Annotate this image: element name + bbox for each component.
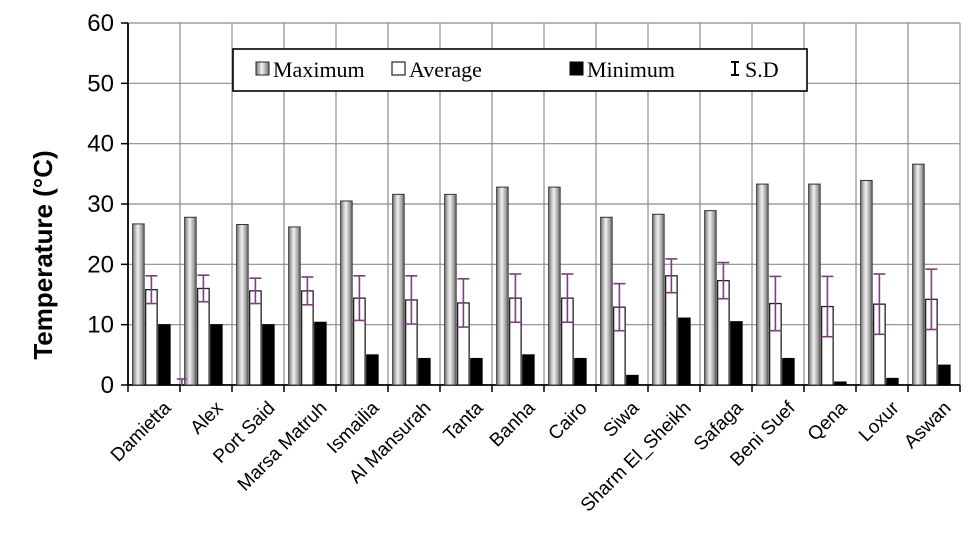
maximum-bar <box>444 193 457 386</box>
minimum-bar <box>886 377 899 386</box>
sd-error-bar <box>873 273 886 336</box>
legend-minimum-swatch <box>569 61 584 76</box>
error-bars-layer <box>145 258 938 385</box>
y-tick-label: 10 <box>87 312 114 339</box>
sd-error-bar <box>821 275 834 338</box>
legend-label: Average <box>409 57 482 82</box>
sd-error-bar <box>509 273 522 324</box>
maximum-bar <box>392 193 405 386</box>
minimum-bar <box>262 324 275 386</box>
x-category-label: Tanta <box>440 397 488 445</box>
legend-sd-symbol <box>731 61 739 76</box>
maximum-bar <box>652 213 665 386</box>
maximum-bar <box>808 183 821 386</box>
minimum-bar <box>626 374 639 386</box>
average-bar <box>248 290 262 386</box>
x-category-label: Damietta <box>107 397 176 466</box>
y-tick-label: 20 <box>87 251 114 278</box>
x-category-label: Siwa <box>600 397 644 441</box>
x-category-label: Aswan <box>900 398 955 453</box>
sd-error-bar <box>613 282 626 332</box>
y-tick-label: 30 <box>87 191 114 218</box>
minimum-bar <box>730 321 743 386</box>
minimum-bar <box>834 381 847 386</box>
maximum-bar <box>912 163 925 386</box>
sd-error-bar <box>301 276 314 306</box>
minimum-bar <box>314 321 327 386</box>
y-tick-label: 0 <box>101 372 114 399</box>
legend-maximum-swatch <box>255 61 270 76</box>
x-category-label: Cairo <box>545 398 592 445</box>
maximum-bar <box>236 224 249 386</box>
legend-label: Maximum <box>273 57 365 82</box>
x-category-label: Banha <box>486 397 540 451</box>
x-category-label: Qena <box>804 397 852 445</box>
maximum-bar <box>860 179 873 386</box>
sd-error-bar <box>457 278 470 328</box>
minimum-bar <box>470 357 483 386</box>
minimum-bar <box>782 357 795 386</box>
y-tick-label: 60 <box>87 10 114 37</box>
sd-error-bar <box>145 274 158 305</box>
legend-label: Minimum <box>587 57 675 82</box>
maximum-bar <box>496 186 509 386</box>
minimum-bar <box>522 354 535 386</box>
maximum-bar <box>704 210 717 386</box>
sd-error-bar <box>717 261 730 300</box>
average-bar <box>196 287 210 386</box>
x-category-label: Alex <box>187 397 228 438</box>
sd-error-bar <box>405 274 418 325</box>
y-tick-label: 50 <box>87 70 114 97</box>
sd-error-bar <box>665 258 678 294</box>
legend: Maximum Average Minimum S.D <box>232 48 808 92</box>
bars-layer <box>132 163 951 386</box>
minimum-bar <box>158 324 171 386</box>
minimum-bar <box>938 364 951 386</box>
maximum-bar <box>288 226 301 386</box>
axis-layer: 0 10 20 30 40 50 60 <box>87 10 961 399</box>
legend-label: S.D <box>745 57 779 82</box>
maximum-bar <box>600 216 613 386</box>
legend-box <box>232 48 808 92</box>
sd-error-bar <box>249 277 262 305</box>
maximum-bar <box>756 183 769 386</box>
x-category-label: Marsa Matruh <box>234 398 332 496</box>
y-tick-label: 40 <box>87 131 114 158</box>
sd-error-bar <box>197 274 210 303</box>
maximum-bar <box>132 223 145 386</box>
minimum-bar <box>574 357 587 386</box>
legend-average-swatch <box>391 61 406 76</box>
minimum-bar <box>678 317 691 386</box>
minimum-bar <box>418 357 431 386</box>
maximum-bar <box>184 216 197 386</box>
sd-error-bar <box>561 273 574 324</box>
maximum-bar <box>340 200 353 386</box>
sd-error-bar <box>769 275 782 332</box>
sd-error-bar <box>176 378 187 385</box>
x-category-label: Loxur <box>855 397 904 446</box>
minimum-bar <box>366 354 379 386</box>
minimum-bar <box>210 324 223 386</box>
maximum-bar <box>548 186 561 386</box>
sd-error-bar <box>353 274 366 322</box>
y-axis-title: Temperature (°C) <box>28 150 58 359</box>
sd-error-bar <box>925 268 938 331</box>
